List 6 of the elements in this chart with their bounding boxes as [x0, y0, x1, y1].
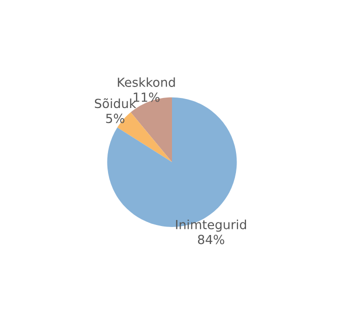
slice-label: Inimtegurid: [176, 220, 246, 232]
slice-label: Sõiduk: [94, 98, 136, 108]
data-label: 11%: [134, 92, 160, 102]
data-label: 84%: [198, 234, 224, 244]
data-label: 5%: [106, 114, 124, 124]
slice-label: Keskkond: [118, 77, 175, 87]
